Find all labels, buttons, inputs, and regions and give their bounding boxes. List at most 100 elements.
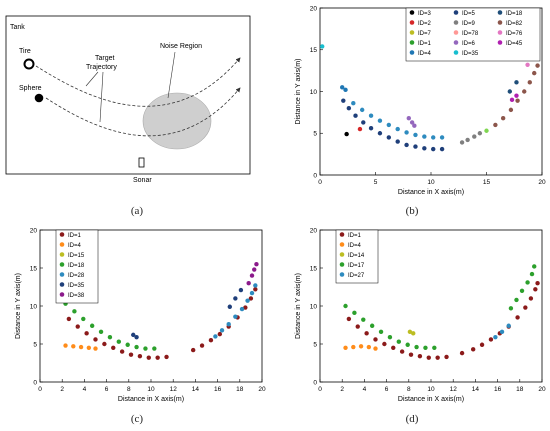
data-point	[444, 354, 449, 360]
legend-marker	[59, 232, 65, 237]
y-tick-label: 0	[313, 172, 317, 179]
data-point	[535, 63, 540, 68]
x-tick-label: 12	[170, 386, 178, 393]
data-point	[238, 287, 244, 293]
legend-label: ID=27	[348, 273, 365, 279]
x-tick-label: 0	[318, 179, 322, 186]
x-tick-label: 10	[427, 386, 435, 393]
data-point	[407, 329, 413, 335]
data-point	[243, 305, 248, 310]
data-point	[470, 347, 476, 352]
data-point	[75, 324, 80, 329]
data-point	[368, 113, 374, 118]
x-tick-label: 4	[83, 386, 87, 393]
data-point	[411, 331, 416, 336]
x-tick-label: 16	[214, 386, 222, 393]
data-point	[514, 297, 519, 303]
data-point	[386, 122, 392, 128]
legend-marker	[59, 282, 65, 287]
data-point	[508, 107, 514, 113]
data-point	[432, 345, 437, 350]
data-point	[239, 306, 245, 312]
data-point	[533, 287, 538, 292]
legend-label: ID=35	[68, 283, 85, 289]
legend-marker	[59, 292, 65, 297]
data-point	[252, 267, 257, 272]
data-point	[515, 315, 520, 320]
data-point	[346, 316, 352, 322]
data-point	[479, 342, 485, 347]
legend-label: ID=45	[506, 41, 523, 47]
data-point	[499, 329, 505, 335]
data-point	[131, 332, 136, 338]
legend-marker	[453, 20, 459, 25]
data-point	[107, 334, 113, 340]
data-point	[253, 287, 258, 292]
trajectory-pointer-1	[85, 71, 99, 87]
legend-label: ID=3	[418, 11, 432, 17]
data-point	[488, 337, 494, 342]
x-tick-label: 14	[192, 386, 200, 393]
legend-box	[405, 7, 541, 62]
x-tick-label: 20	[258, 386, 266, 393]
legend-marker	[59, 272, 65, 277]
legend-marker	[59, 242, 65, 247]
x-tick-label: 4	[363, 386, 367, 393]
chart-d: 0 2 4 6 8 10 12 14 16 18 20 0 5 10 15 20 Distance in X a…	[295, 227, 546, 403]
data-point	[422, 146, 427, 151]
data-point	[320, 44, 325, 49]
y-tick-label: 20	[310, 5, 318, 12]
data-point	[417, 353, 423, 359]
data-point	[529, 271, 535, 277]
y-axis-label: Distance in Y axis(m)	[15, 273, 22, 339]
data-point	[93, 337, 98, 342]
x-tick-label: 8	[407, 386, 411, 393]
data-point	[248, 296, 254, 301]
data-point	[459, 140, 465, 145]
x-tick-label: 6	[385, 386, 389, 393]
chart-c: 0 2 4 6 8 10 12 14 16 18 20 0 5 10 15 20 Distance in X a…	[15, 227, 266, 403]
data-point	[459, 350, 465, 356]
x-tick-label: 14	[472, 386, 480, 393]
data-point	[249, 273, 255, 278]
legend-label: ID=1	[348, 233, 362, 239]
data-point	[134, 334, 139, 340]
legend-label: ID=7	[418, 31, 432, 37]
data-point	[81, 316, 86, 322]
legend-label: ID=17	[348, 263, 365, 269]
legend-marker	[497, 20, 503, 25]
sonar-device	[138, 157, 145, 168]
legend-label: ID=38	[68, 293, 85, 299]
data-point	[535, 281, 540, 286]
data-point	[233, 314, 238, 319]
chart-b: 0 5 10 15 20 0 5 10 15 20 Distance in X axis(m) Dis…	[295, 5, 546, 196]
legend-marker	[409, 50, 415, 55]
data-point	[527, 80, 532, 85]
tire-label: Tire	[19, 48, 31, 55]
x-tick-label: 12	[450, 386, 458, 393]
data-point	[357, 126, 363, 132]
x-tick-label: 18	[516, 386, 524, 393]
data-point	[528, 296, 534, 301]
legend-label: ID=4	[348, 243, 362, 249]
legend-label: ID=18	[506, 11, 523, 17]
data-point	[431, 135, 436, 140]
data-point	[227, 304, 233, 309]
data-point	[506, 323, 511, 328]
legend-marker	[339, 262, 345, 267]
data-point	[525, 280, 530, 285]
data-point	[422, 134, 427, 139]
data-point	[377, 118, 383, 123]
legend-label: ID=5	[462, 11, 476, 17]
data-point	[233, 296, 238, 301]
data-point	[343, 303, 348, 309]
x-tick-label: 2	[60, 386, 64, 393]
data-point	[408, 352, 414, 357]
data-point	[246, 281, 251, 286]
data-point	[78, 344, 84, 350]
x-tick-label: 0	[38, 386, 42, 393]
data-point	[435, 355, 440, 360]
data-point	[477, 131, 483, 136]
sphere-object	[34, 93, 44, 103]
data-point	[254, 262, 259, 267]
